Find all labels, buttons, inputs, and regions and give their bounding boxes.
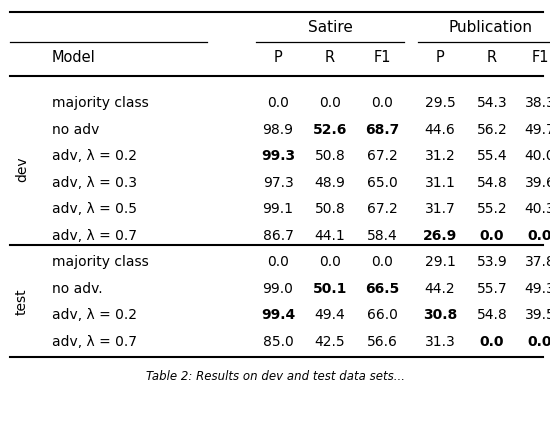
- Text: 40.3: 40.3: [525, 202, 550, 216]
- Text: 44.1: 44.1: [315, 229, 345, 243]
- Text: P: P: [436, 51, 444, 66]
- Text: 55.7: 55.7: [477, 282, 507, 296]
- Text: 0.0: 0.0: [528, 229, 550, 243]
- Text: 0.0: 0.0: [371, 255, 393, 269]
- Text: 53.9: 53.9: [477, 255, 507, 269]
- Text: P: P: [274, 51, 282, 66]
- Text: 65.0: 65.0: [367, 176, 397, 190]
- Text: 30.8: 30.8: [423, 308, 457, 322]
- Text: adv, λ = 0.2: adv, λ = 0.2: [52, 149, 137, 163]
- Text: 58.4: 58.4: [367, 229, 397, 243]
- Text: 66.0: 66.0: [366, 308, 398, 322]
- Text: dev: dev: [15, 157, 29, 182]
- Text: adv, λ = 0.7: adv, λ = 0.7: [52, 229, 137, 243]
- Text: no adv.: no adv.: [52, 282, 103, 296]
- Text: 52.6: 52.6: [313, 123, 347, 137]
- Text: 39.5: 39.5: [525, 308, 550, 322]
- Text: 39.6: 39.6: [525, 176, 550, 190]
- Text: Table 2: Results on dev and test data sets...: Table 2: Results on dev and test data se…: [146, 371, 404, 384]
- Text: 99.3: 99.3: [261, 149, 295, 163]
- Text: R: R: [325, 51, 335, 66]
- Text: 54.8: 54.8: [477, 176, 507, 190]
- Text: 67.2: 67.2: [367, 202, 397, 216]
- Text: Model: Model: [52, 51, 96, 66]
- Text: 26.9: 26.9: [423, 229, 457, 243]
- Text: 31.2: 31.2: [425, 149, 455, 163]
- Text: 44.6: 44.6: [425, 123, 455, 137]
- Text: 49.4: 49.4: [315, 308, 345, 322]
- Text: R: R: [487, 51, 497, 66]
- Text: 56.2: 56.2: [477, 123, 507, 137]
- Text: adv, λ = 0.7: adv, λ = 0.7: [52, 335, 137, 349]
- Text: 55.4: 55.4: [477, 149, 507, 163]
- Text: 67.2: 67.2: [367, 149, 397, 163]
- Text: Satire: Satire: [307, 20, 353, 35]
- Text: 0.0: 0.0: [371, 96, 393, 110]
- Text: 31.7: 31.7: [425, 202, 455, 216]
- Text: 42.5: 42.5: [315, 335, 345, 349]
- Text: 29.1: 29.1: [425, 255, 455, 269]
- Text: 31.1: 31.1: [425, 176, 455, 190]
- Text: 54.3: 54.3: [477, 96, 507, 110]
- Text: 66.5: 66.5: [365, 282, 399, 296]
- Text: 48.9: 48.9: [315, 176, 345, 190]
- Text: majority class: majority class: [52, 96, 148, 110]
- Text: 44.2: 44.2: [425, 282, 455, 296]
- Text: 99.1: 99.1: [262, 202, 294, 216]
- Text: 85.0: 85.0: [263, 335, 293, 349]
- Text: 0.0: 0.0: [319, 255, 341, 269]
- Text: 56.6: 56.6: [366, 335, 398, 349]
- Text: 38.3: 38.3: [525, 96, 550, 110]
- Text: 0.0: 0.0: [319, 96, 341, 110]
- Text: 49.3: 49.3: [525, 282, 550, 296]
- Text: no adv: no adv: [52, 123, 100, 137]
- Text: 0.0: 0.0: [480, 229, 504, 243]
- Text: 50.8: 50.8: [315, 149, 345, 163]
- Text: 98.9: 98.9: [262, 123, 294, 137]
- Text: majority class: majority class: [52, 255, 148, 269]
- Text: 31.3: 31.3: [425, 335, 455, 349]
- Text: F1: F1: [373, 51, 390, 66]
- Text: 0.0: 0.0: [528, 335, 550, 349]
- Text: Publication: Publication: [448, 20, 532, 35]
- Text: 50.8: 50.8: [315, 202, 345, 216]
- Text: test: test: [15, 289, 29, 315]
- Text: 99.4: 99.4: [261, 308, 295, 322]
- Text: 54.8: 54.8: [477, 308, 507, 322]
- Text: adv, λ = 0.2: adv, λ = 0.2: [52, 308, 137, 322]
- Text: 99.0: 99.0: [262, 282, 294, 296]
- Text: 86.7: 86.7: [262, 229, 294, 243]
- Text: 68.7: 68.7: [365, 123, 399, 137]
- Text: 0.0: 0.0: [267, 96, 289, 110]
- Text: 0.0: 0.0: [267, 255, 289, 269]
- Text: 37.8: 37.8: [525, 255, 550, 269]
- Text: 50.1: 50.1: [313, 282, 347, 296]
- Text: 49.7: 49.7: [525, 123, 550, 137]
- Text: 0.0: 0.0: [480, 335, 504, 349]
- Text: F1: F1: [531, 51, 549, 66]
- Text: 29.5: 29.5: [425, 96, 455, 110]
- Text: adv, λ = 0.5: adv, λ = 0.5: [52, 202, 137, 216]
- Text: 55.2: 55.2: [477, 202, 507, 216]
- Text: adv, λ = 0.3: adv, λ = 0.3: [52, 176, 137, 190]
- Text: 40.0: 40.0: [525, 149, 550, 163]
- Text: 97.3: 97.3: [263, 176, 293, 190]
